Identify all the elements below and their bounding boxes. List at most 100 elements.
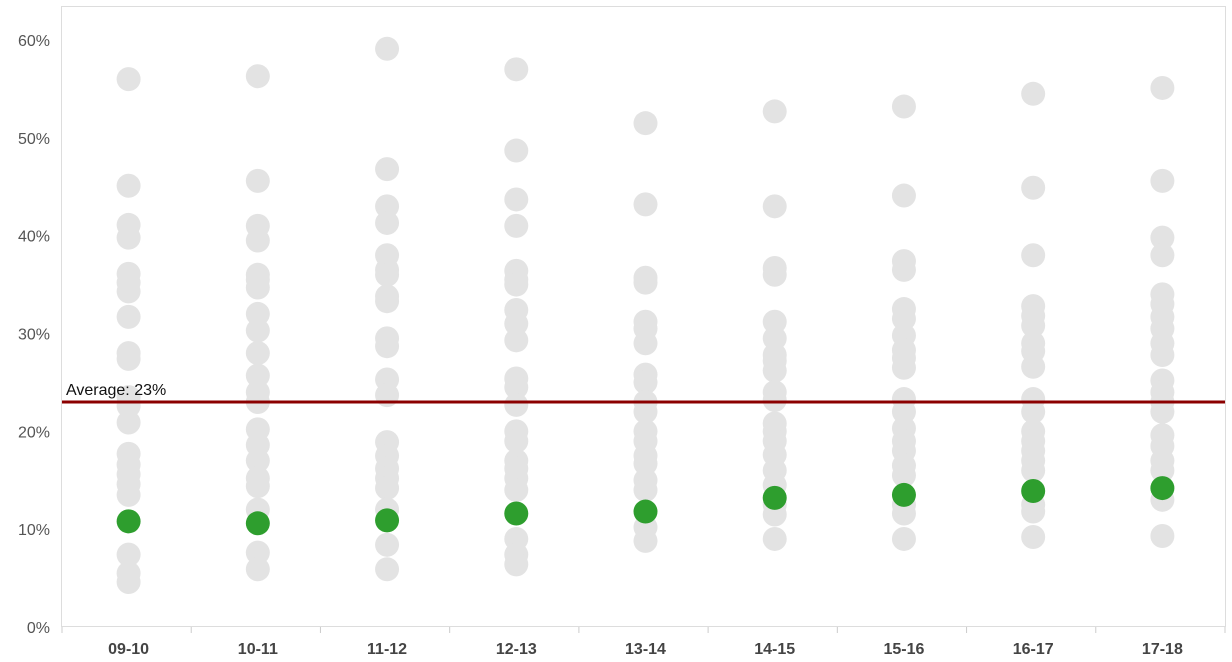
- school-point: [245, 318, 270, 343]
- school-point: [116, 569, 141, 594]
- school-point: [116, 346, 141, 371]
- school-point: [762, 388, 787, 413]
- school-point: [245, 275, 270, 300]
- school-point: [504, 272, 529, 297]
- x-axis: 09-10 10-11 11-12 12-13 13-14 14-15 15-16 16-17…: [61, 627, 1226, 658]
- school-point: [1150, 524, 1175, 549]
- school-point: [504, 392, 529, 417]
- school-point: [633, 192, 658, 217]
- x-tick-label: 16-17: [1013, 641, 1054, 658]
- school-point: [504, 478, 529, 503]
- school-point: [891, 257, 916, 282]
- school-point: [891, 526, 916, 551]
- school-point: [762, 358, 787, 383]
- school-point: [762, 262, 787, 287]
- average-label: Average: 23%: [66, 382, 166, 399]
- highlight-point: [116, 509, 141, 534]
- school-point: [375, 532, 400, 557]
- school-point: [504, 328, 529, 353]
- highlight-point: [633, 499, 658, 524]
- school-point: [1021, 313, 1046, 338]
- x-tick-label: 13-14: [625, 641, 666, 658]
- school-point: [504, 429, 529, 454]
- school-point: [504, 311, 529, 336]
- school-point: [375, 157, 400, 182]
- school-point: [245, 64, 270, 89]
- school-point: [504, 187, 529, 212]
- highlight-points: [116, 476, 1175, 536]
- school-point: [633, 111, 658, 136]
- plot-frame: [61, 6, 1226, 627]
- x-tick-label: 10-11: [238, 641, 278, 658]
- school-point: [633, 270, 658, 295]
- x-tick-label: 17-18: [1142, 641, 1183, 658]
- school-point: [1150, 243, 1175, 268]
- school-point: [116, 542, 141, 567]
- school-point: [762, 326, 787, 351]
- y-tick-label: 20%: [18, 424, 50, 441]
- y-axis: 0% 10% 20% 30% 40% 50% 60%: [18, 33, 50, 637]
- school-point: [504, 552, 529, 577]
- y-tick-label: 10%: [18, 522, 50, 539]
- x-tick-label: 09-10: [108, 641, 149, 658]
- highlight-point: [375, 508, 400, 533]
- school-point: [375, 210, 400, 235]
- school-point: [245, 448, 270, 473]
- school-point: [116, 410, 141, 435]
- school-point: [891, 306, 916, 331]
- x-tick-label: 15-16: [883, 641, 924, 658]
- school-point: [116, 173, 141, 198]
- school-point: [1150, 225, 1175, 250]
- school-point: [375, 289, 400, 314]
- school-point: [375, 557, 400, 582]
- school-point: [116, 304, 141, 329]
- school-point: [116, 279, 141, 304]
- highlight-point: [504, 501, 529, 526]
- school-point: [245, 557, 270, 582]
- school-points: [116, 36, 1175, 594]
- school-point: [504, 138, 529, 163]
- school-point: [1150, 458, 1175, 483]
- school-point: [1021, 524, 1046, 549]
- school-point: [116, 67, 141, 92]
- x-tick-label: 11-12: [367, 641, 407, 658]
- highlight-point: [1021, 479, 1046, 504]
- school-point: [633, 528, 658, 553]
- school-point: [1150, 343, 1175, 368]
- school-point: [245, 540, 270, 565]
- school-point: [1021, 399, 1046, 424]
- school-point: [762, 502, 787, 527]
- school-point: [504, 213, 529, 238]
- school-point: [116, 482, 141, 507]
- school-point: [762, 526, 787, 551]
- school-point: [116, 393, 141, 418]
- y-tick-label: 30%: [18, 327, 50, 344]
- school-point: [891, 399, 916, 424]
- school-point: [633, 399, 658, 424]
- school-point: [245, 474, 270, 499]
- school-point: [762, 309, 787, 334]
- school-point: [375, 262, 400, 287]
- school-point: [245, 168, 270, 193]
- school-point: [375, 194, 400, 219]
- school-point: [245, 228, 270, 253]
- school-point: [891, 501, 916, 526]
- school-point: [633, 478, 658, 503]
- school-point: [891, 94, 916, 119]
- school-point: [245, 301, 270, 326]
- school-point: [1150, 168, 1175, 193]
- school-point: [633, 370, 658, 395]
- x-tick-label: 12-13: [496, 641, 537, 658]
- y-tick-label: 50%: [18, 131, 50, 148]
- school-point: [1021, 354, 1046, 379]
- school-point: [1021, 499, 1046, 524]
- y-tick-label: 40%: [18, 229, 50, 246]
- school-point: [762, 194, 787, 219]
- school-point: [633, 331, 658, 356]
- y-tick-label: 0%: [27, 620, 50, 637]
- school-point: [1021, 81, 1046, 106]
- school-point: [1150, 75, 1175, 100]
- school-point: [375, 476, 400, 501]
- school-point: [891, 463, 916, 488]
